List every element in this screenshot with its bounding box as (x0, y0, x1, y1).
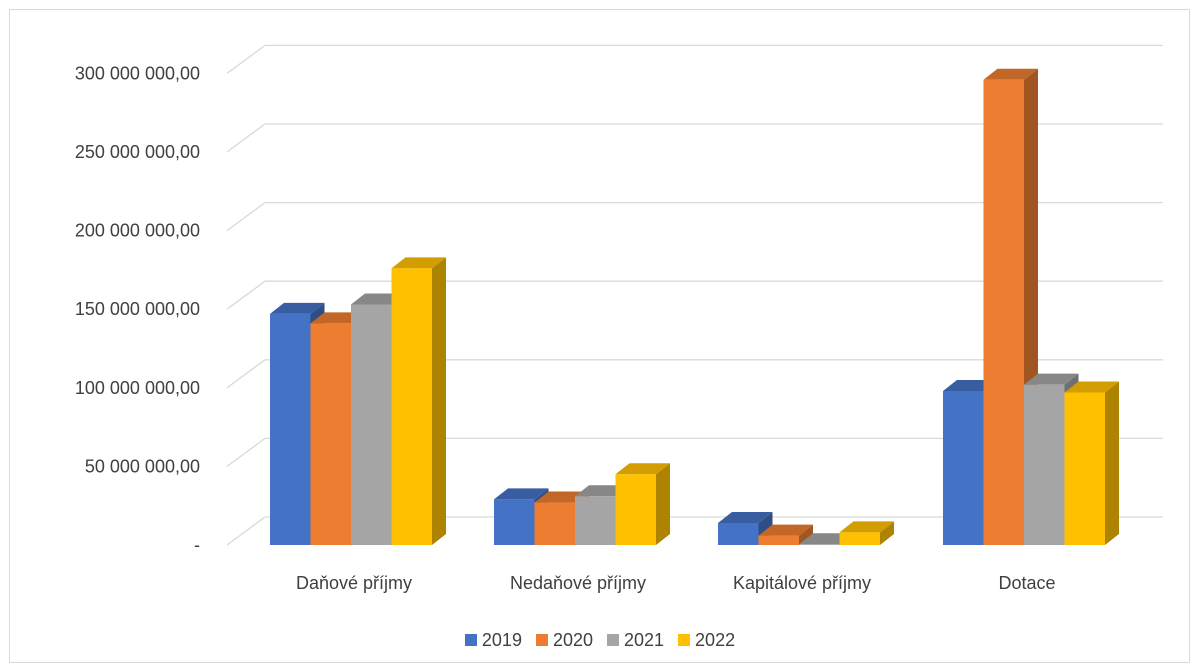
bar-2020-3 (758, 524, 813, 545)
legend-label: 2021 (624, 629, 665, 650)
gridline (226, 516, 1163, 546)
gridline (226, 437, 1163, 467)
y-tick-label: 150 000 000,00 (75, 299, 200, 319)
gridline (226, 359, 1163, 389)
legend-item-2022: 2022 (678, 630, 735, 651)
legend: 2019 2020 2021 2022 (0, 626, 1200, 654)
bars (270, 68, 1119, 546)
x-category-label: Nedaňové příjmy (510, 573, 646, 593)
x-axis-categories: Daňové příjmy Nedaňové příjmy Kapitálové p… (296, 573, 1056, 593)
legend-label: 2020 (552, 629, 593, 650)
legend-swatch (464, 634, 477, 646)
legend-item-2019: 2019 (464, 629, 522, 651)
y-tick-label: 100 000 000,00 (75, 378, 200, 398)
x-category-label: Dotace (998, 573, 1055, 593)
y-tick-label: - (194, 535, 200, 555)
bar-2022-1 (391, 257, 446, 545)
y-tick-label: 300 000 000,00 (75, 63, 200, 83)
y-tick-label: 250 000 000,00 (75, 142, 200, 162)
gridline (226, 201, 1163, 232)
bar-2022-2 (615, 463, 670, 545)
bar-2022-3 (839, 521, 894, 545)
bar-2022-4 (1064, 381, 1119, 545)
legend-item-2020: 2020 (535, 629, 593, 651)
y-tick-label: 50 000 000,00 (85, 456, 200, 476)
legend-swatch (678, 634, 691, 646)
y-axis-ticks: - 50 000 000,00 100 000 000,00 150 000 000,… (75, 63, 200, 555)
y-tick-label: 200 000 000,00 (75, 221, 200, 241)
gridline (226, 280, 1163, 310)
legend-label: 2019 (481, 629, 522, 650)
x-category-label: Kapitálové příjmy (733, 573, 871, 593)
legend-swatch (535, 634, 548, 646)
gridline (226, 44, 1163, 74)
x-category-label: Daňové příjmy (296, 573, 412, 593)
legend-label: 2022 (695, 629, 736, 650)
gridlines (226, 44, 1163, 546)
legend-item-2021: 2021 (607, 630, 664, 651)
gridline (226, 123, 1163, 153)
legend-swatch (607, 634, 619, 646)
